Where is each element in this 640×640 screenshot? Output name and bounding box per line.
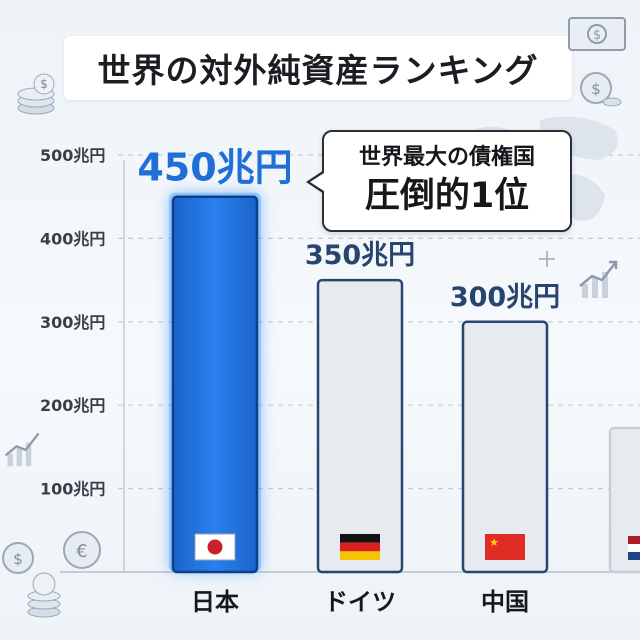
callout-line1: 世界最大の債権国 bbox=[358, 145, 535, 170]
x-category-label: 日本 bbox=[191, 588, 239, 616]
svg-text:$: $ bbox=[13, 550, 23, 568]
euro-coin-icon: € bbox=[63, 531, 101, 569]
bar-value-label: 350兆円 bbox=[305, 240, 415, 271]
y-tick-label: 500兆円 bbox=[40, 146, 105, 165]
y-tick-label: 300兆円 bbox=[40, 313, 105, 332]
japan-flag-icon bbox=[194, 533, 236, 561]
x-category-label: 中国 bbox=[481, 588, 529, 616]
coin-stack-icon: $ bbox=[17, 73, 55, 115]
y-tick-label: 200兆円 bbox=[40, 396, 105, 415]
bar bbox=[316, 278, 404, 574]
callout-line2: 圧倒的1位 bbox=[364, 176, 530, 216]
netherlands-flag-icon bbox=[628, 536, 640, 560]
callout-tail-inner bbox=[310, 173, 324, 191]
y-tick-label: 400兆円 bbox=[40, 229, 105, 248]
china-flag-icon: ★ bbox=[485, 534, 525, 560]
callout-box: 世界最大の債権国 圧倒的1位 bbox=[322, 130, 572, 232]
bar-value-label: 450兆円 bbox=[137, 146, 292, 190]
coin-stack-icon: $ bbox=[2, 542, 61, 618]
bar-value-label: 300兆円 bbox=[450, 282, 560, 313]
coin-icon: $ bbox=[580, 72, 622, 107]
bar-partial bbox=[608, 426, 640, 574]
dollar-bill-icon: $ bbox=[568, 17, 626, 51]
trend-chart-icon bbox=[579, 260, 618, 298]
bar bbox=[461, 320, 549, 574]
bar bbox=[171, 195, 259, 574]
sparkle-icon bbox=[539, 251, 555, 267]
svg-text:$: $ bbox=[591, 80, 601, 98]
svg-text:$: $ bbox=[40, 77, 48, 91]
chart-title: 世界の対外純資産ランキング bbox=[97, 51, 539, 90]
trend-chart-icon bbox=[4, 432, 40, 467]
svg-text:★: ★ bbox=[489, 536, 499, 549]
germany-flag-icon bbox=[340, 534, 380, 560]
svg-text:€: € bbox=[76, 541, 87, 562]
chart-title-box: 世界の対外純資産ランキング bbox=[64, 36, 572, 100]
svg-text:$: $ bbox=[593, 28, 601, 43]
x-category-label: ドイツ bbox=[324, 588, 396, 616]
y-tick-label: 100兆円 bbox=[40, 480, 105, 499]
